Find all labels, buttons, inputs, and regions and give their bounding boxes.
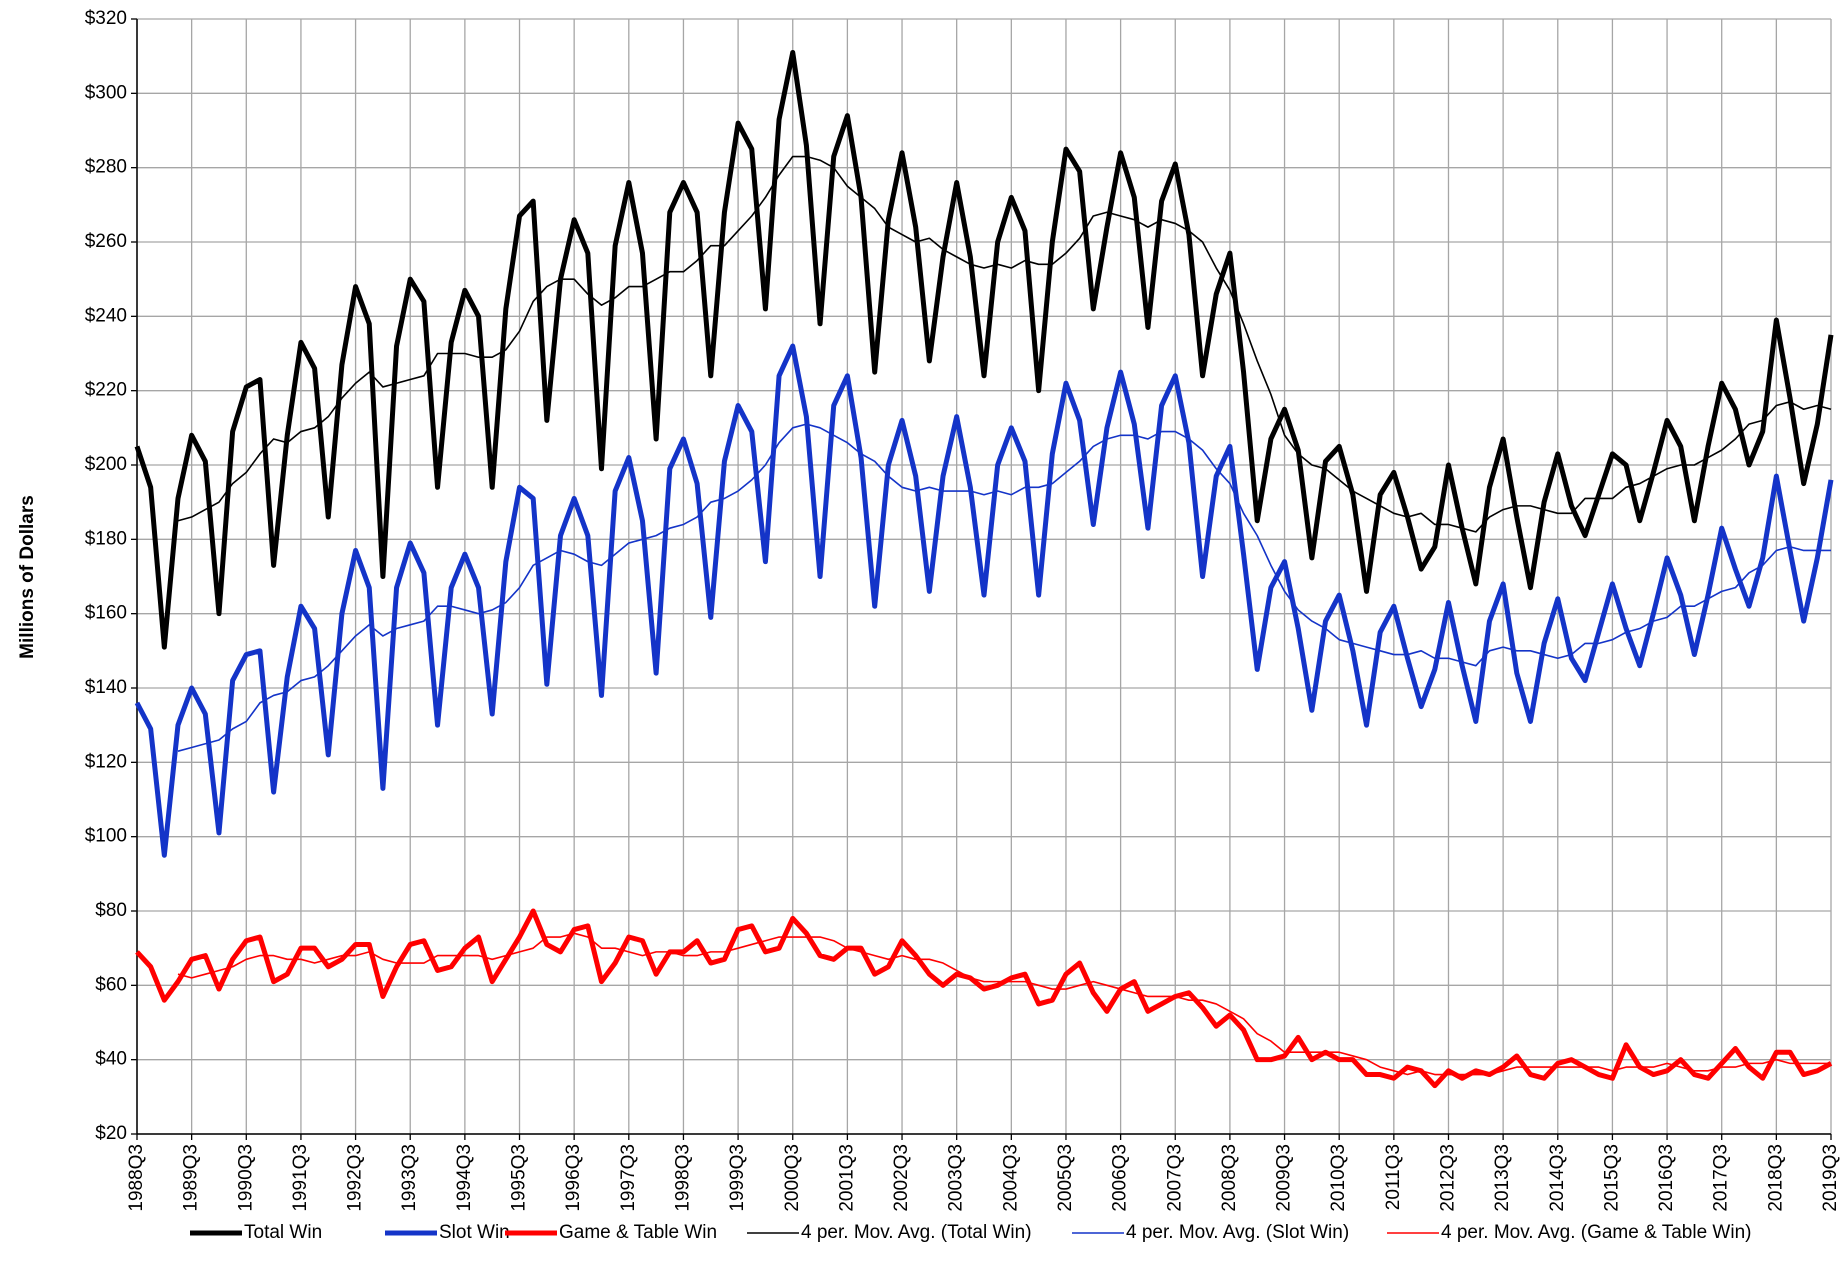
y-tick-label: $140 [85,677,127,698]
x-tick-label: 2016Q3 [1656,1144,1677,1212]
x-tick-label: 1998Q3 [672,1144,693,1212]
x-tick-label: 1996Q3 [563,1144,584,1212]
series-line [177,155,1832,533]
legend-label: Total Win [244,1222,322,1243]
x-tick-label: 2017Q3 [1711,1144,1732,1212]
x-tick-label: 2010Q3 [1328,1144,1349,1212]
x-tick-label: 1989Q3 [181,1144,202,1212]
y-tick-label: $60 [95,974,127,995]
x-tick-label: 2006Q3 [1110,1144,1131,1212]
legend-label: 4 per. Mov. Avg. (Game & Table Win) [1441,1222,1751,1243]
series-line [177,932,1831,1076]
y-tick-label: $280 [85,157,127,178]
x-tick-label: 1997Q3 [618,1144,639,1212]
legend-label: Slot Win [439,1222,510,1243]
x-tick-label: 2003Q3 [946,1144,967,1212]
y-tick-label: $100 [85,826,127,847]
y-tick-label: $240 [85,305,127,326]
x-tick-label: 2011Q3 [1383,1144,1404,1210]
x-tick-label: 2005Q3 [1055,1144,1076,1212]
x-tick-label: 2018Q3 [1765,1144,1786,1212]
series-line [177,423,1831,752]
y-tick-label: $120 [85,751,127,772]
x-tick-label: 1990Q3 [235,1144,256,1212]
y-axis-title: Millions of Dollars [17,495,38,659]
series-line [134,343,1834,858]
x-tick-label: 2002Q3 [891,1144,912,1212]
y-tick-label: $20 [95,1123,127,1144]
x-tick-label: 2004Q3 [1000,1144,1021,1212]
x-tick-label: 1988Q3 [126,1144,147,1212]
x-tick-label: 1993Q3 [399,1144,420,1212]
legend-label: 4 per. Mov. Avg. (Slot Win) [1126,1222,1349,1243]
y-tick-label: $300 [85,82,127,103]
series-line [134,49,1834,650]
x-tick-label: 2013Q3 [1492,1144,1513,1212]
x-tick-label: 2009Q3 [1274,1144,1295,1212]
legend-label: 4 per. Mov. Avg. (Total Win) [801,1222,1032,1243]
x-tick-label: 2019Q3 [1820,1144,1841,1212]
x-tick-label: 2008Q3 [1219,1144,1240,1212]
y-tick-label: $180 [85,528,127,549]
y-tick-label: $40 [95,1049,127,1070]
x-tick-label: 1991Q3 [290,1144,311,1212]
x-tick-label: 1992Q3 [345,1144,366,1212]
legend-label: Game & Table Win [559,1222,717,1243]
x-tick-label: 2000Q3 [782,1144,803,1212]
y-tick-label: $260 [85,231,127,252]
series-line [135,908,1833,1089]
y-tick-label: $200 [85,454,127,475]
y-tick-label: $320 [85,8,127,29]
x-tick-label: 1995Q3 [509,1144,530,1212]
x-tick-label: 2001Q3 [836,1144,857,1212]
y-tick-label: $220 [85,380,127,401]
y-tick-label: $80 [95,900,127,921]
x-tick-label: 2014Q3 [1547,1144,1568,1212]
x-tick-label: 2015Q3 [1601,1144,1622,1212]
x-tick-label: 2007Q3 [1164,1144,1185,1212]
x-tick-label: 1994Q3 [454,1144,475,1212]
y-tick-label: $160 [85,603,127,624]
x-tick-label: 2012Q3 [1437,1144,1458,1212]
x-tick-label: 1999Q3 [727,1144,748,1212]
